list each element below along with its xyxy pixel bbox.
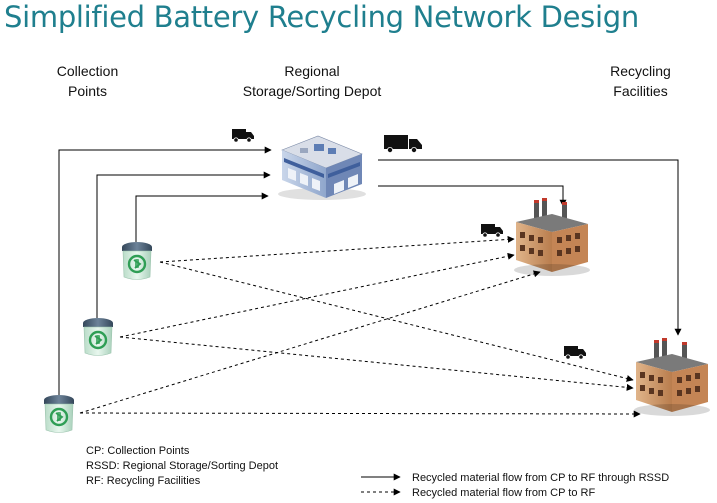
- collection-point-3-icon: [44, 395, 74, 433]
- flow-cp2-rf2: [120, 337, 633, 388]
- abbr-rssd: RSSD: Regional Storage/Sorting Depot: [86, 459, 278, 474]
- legend-solid-label: Recycled material flow from CP to RF thr…: [412, 472, 669, 484]
- flow-cp1-rssd: [136, 196, 268, 242]
- recycling-facility-2-icon: [634, 338, 710, 416]
- flow-cp3-rf1: [80, 272, 540, 413]
- flow-cp2-rf1: [120, 255, 514, 337]
- abbr-rf: RF: Recycling Facilities: [86, 474, 278, 489]
- large-truck-icon: [384, 135, 422, 153]
- abbr-cp: CP: Collection Points: [86, 444, 278, 459]
- flow-cp3-rssd: [59, 150, 271, 395]
- recycling-facility-1-icon: [514, 198, 590, 276]
- flow-cp1-rf1: [160, 239, 514, 262]
- truck-icon: [564, 346, 586, 359]
- warehouse-icon: [278, 136, 366, 200]
- collection-point-1-icon: [122, 242, 152, 280]
- legend-dashed-label: Recycled material flow from CP to RF: [412, 487, 595, 499]
- flow-cp3-rf2: [80, 413, 640, 414]
- collection-point-2-icon: [83, 318, 113, 356]
- truck-icon: [232, 129, 254, 142]
- truck-icon: [481, 224, 503, 237]
- abbreviations: CP: Collection Points RSSD: Regional Sto…: [86, 444, 278, 489]
